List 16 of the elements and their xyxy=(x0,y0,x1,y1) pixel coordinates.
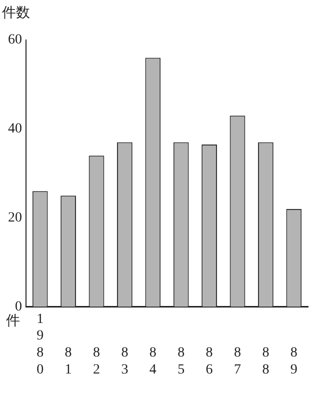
y-tick-label: 60 xyxy=(8,32,22,48)
x-tick-label: 82 xyxy=(93,345,100,378)
x-tick-label: 1980 xyxy=(36,312,44,378)
x-tick-label: 84 xyxy=(149,345,156,378)
y-tick-label: 40 xyxy=(8,122,22,137)
x-tick-label: 89 xyxy=(290,345,298,378)
x-tick-label: 88 xyxy=(262,345,270,378)
x-tick-label: 87 xyxy=(234,345,241,378)
y-tick-label: 0 xyxy=(15,299,22,314)
x-axis-title: 件 xyxy=(6,312,20,330)
x-tick-label: 83 xyxy=(121,345,128,378)
x-tick-label: 86 xyxy=(206,345,213,378)
y-axis-title: 件数 xyxy=(2,4,30,22)
x-tick-label: 81 xyxy=(64,345,72,378)
y-tick-label: 20 xyxy=(8,210,22,226)
x-tick-label: 85 xyxy=(178,345,185,378)
